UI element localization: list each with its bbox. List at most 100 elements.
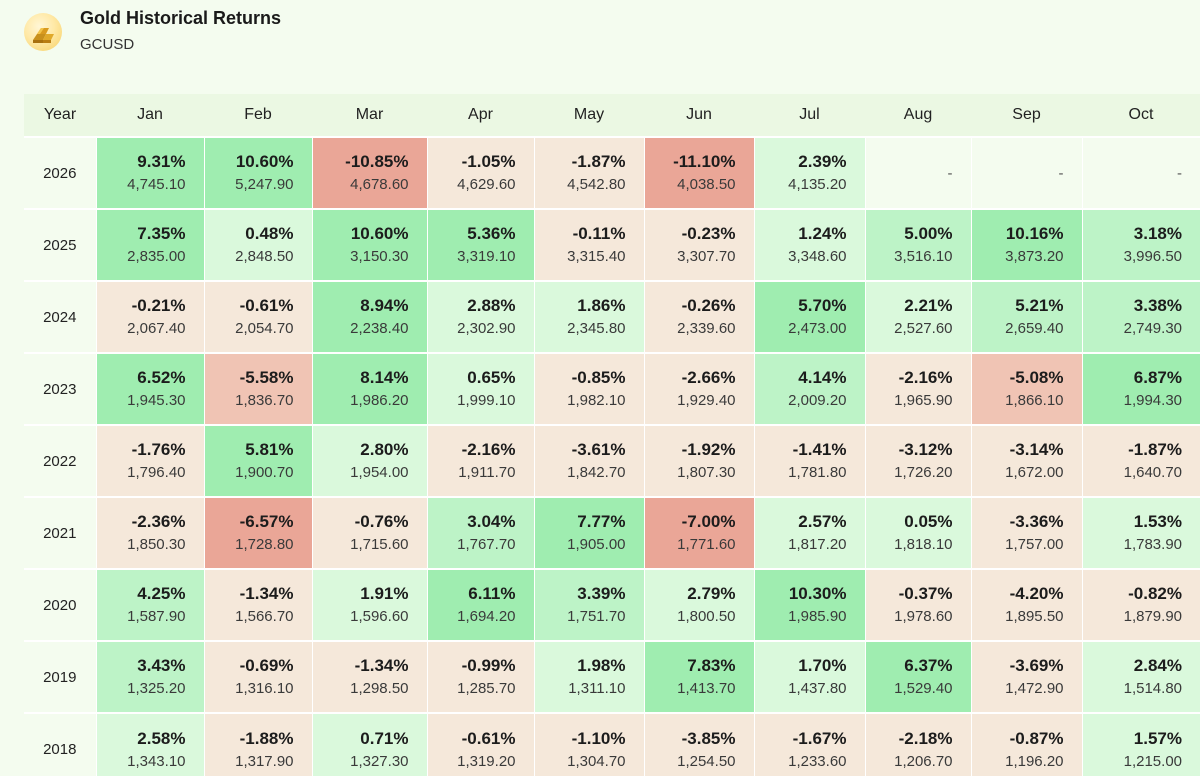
column-header-aug[interactable]: Aug <box>903 106 933 123</box>
return-cell[interactable]: 3.43% 1,325.20 <box>95 640 204 713</box>
return-cell[interactable]: 0.05% 1,818.10 <box>864 496 971 569</box>
column-header-jul[interactable]: Jul <box>799 106 820 123</box>
return-cell[interactable]: 8.14% 1,986.20 <box>311 352 427 425</box>
return-cell[interactable]: -0.85% 1,982.10 <box>533 352 644 425</box>
return-cell[interactable]: -3.12% 1,726.20 <box>864 424 971 497</box>
return-cell[interactable]: 5.36% 3,319.10 <box>426 208 534 281</box>
return-cell[interactable]: -7.00% 1,771.60 <box>643 496 754 569</box>
return-cell[interactable]: -1.34% 1,566.70 <box>203 568 312 641</box>
return-cell[interactable]: 0.71% 1,327.30 <box>311 712 427 776</box>
column-header-may[interactable]: May <box>573 106 605 123</box>
return-cell[interactable]: 10.30% 1,985.90 <box>753 568 865 641</box>
return-cell[interactable]: 1.53% 1,783.90 <box>1081 496 1200 569</box>
return-cell[interactable]: -4.20% 1,895.50 <box>970 568 1082 641</box>
return-cell[interactable]: -6.57% 1,728.80 <box>203 496 312 569</box>
return-cell[interactable]: 1.70% 1,437.80 <box>753 640 865 713</box>
return-cell[interactable]: 3.38% 2,749.30 <box>1081 280 1200 353</box>
column-header-mar[interactable]: Mar <box>355 106 384 123</box>
return-cell[interactable]: 3.39% 1,751.70 <box>533 568 644 641</box>
return-cell[interactable]: 2.88% 2,302.90 <box>426 280 534 353</box>
return-cell[interactable]: 10.60% 5,247.90 <box>203 136 312 209</box>
return-cell[interactable]: -3.14% 1,672.00 <box>970 424 1082 497</box>
column-header-jan[interactable]: Jan <box>137 106 163 123</box>
return-cell[interactable]: -1.76% 1,796.40 <box>95 424 204 497</box>
return-cell[interactable]: 8.94% 2,238.40 <box>311 280 427 353</box>
return-cell[interactable]: 7.77% 1,905.00 <box>533 496 644 569</box>
return-cell[interactable]: -1.88% 1,317.90 <box>203 712 312 776</box>
column-header-feb[interactable]: Feb <box>244 106 272 123</box>
return-cell[interactable]: -0.11% 3,315.40 <box>533 208 644 281</box>
return-cell[interactable]: -3.61% 1,842.70 <box>533 424 644 497</box>
return-cell[interactable]: 0.65% 1,999.10 <box>426 352 534 425</box>
return-cell[interactable]: -1.34% 1,298.50 <box>311 640 427 713</box>
column-header-apr[interactable]: Apr <box>468 106 493 123</box>
return-cell[interactable]: -0.76% 1,715.60 <box>311 496 427 569</box>
return-cell[interactable]: 5.00% 3,516.10 <box>864 208 971 281</box>
column-header-year[interactable]: Year <box>43 106 77 123</box>
column-header-jun[interactable]: Jun <box>686 106 712 123</box>
return-cell[interactable]: 1.24% 3,348.60 <box>753 208 865 281</box>
return-cell[interactable]: -0.37% 1,978.60 <box>864 568 971 641</box>
return-cell[interactable]: 2.39% 4,135.20 <box>753 136 865 209</box>
return-cell[interactable]: -11.10% 4,038.50 <box>643 136 754 209</box>
return-cell[interactable]: 5.81% 1,900.70 <box>203 424 312 497</box>
return-cell[interactable]: -1.92% 1,807.30 <box>643 424 754 497</box>
return-cell[interactable]: 4.25% 1,587.90 <box>95 568 204 641</box>
return-cell[interactable]: 5.70% 2,473.00 <box>753 280 865 353</box>
return-cell[interactable]: -2.18% 1,206.70 <box>864 712 971 776</box>
return-cell[interactable]: 6.11% 1,694.20 <box>426 568 534 641</box>
return-cell[interactable]: 5.21% 2,659.40 <box>970 280 1082 353</box>
return-cell[interactable]: - <box>1081 136 1200 209</box>
return-cell[interactable]: -1.05% 4,629.60 <box>426 136 534 209</box>
return-cell[interactable]: -0.69% 1,316.10 <box>203 640 312 713</box>
return-cell[interactable]: -2.16% 1,911.70 <box>426 424 534 497</box>
return-cell[interactable]: 1.98% 1,311.10 <box>533 640 644 713</box>
return-cell[interactable]: -0.26% 2,339.60 <box>643 280 754 353</box>
return-cell[interactable]: 3.18% 3,996.50 <box>1081 208 1200 281</box>
return-cell[interactable]: 6.87% 1,994.30 <box>1081 352 1200 425</box>
return-cell[interactable]: -1.41% 1,781.80 <box>753 424 865 497</box>
return-cell[interactable]: 1.86% 2,345.80 <box>533 280 644 353</box>
return-cell[interactable]: -3.69% 1,472.90 <box>970 640 1082 713</box>
return-cell[interactable]: 7.35% 2,835.00 <box>95 208 204 281</box>
return-cell[interactable]: -0.21% 2,067.40 <box>95 280 204 353</box>
return-cell[interactable]: -5.58% 1,836.70 <box>203 352 312 425</box>
return-cell[interactable]: 1.91% 1,596.60 <box>311 568 427 641</box>
return-cell[interactable]: 2.79% 1,800.50 <box>643 568 754 641</box>
return-cell[interactable]: 6.37% 1,529.40 <box>864 640 971 713</box>
return-cell[interactable]: 2.84% 1,514.80 <box>1081 640 1200 713</box>
return-cell[interactable]: -0.99% 1,285.70 <box>426 640 534 713</box>
return-cell[interactable]: 2.58% 1,343.10 <box>95 712 204 776</box>
return-cell[interactable]: -2.66% 1,929.40 <box>643 352 754 425</box>
return-cell[interactable]: 10.16% 3,873.20 <box>970 208 1082 281</box>
column-header-sep[interactable]: Sep <box>1012 106 1041 123</box>
return-cell[interactable]: 3.04% 1,767.70 <box>426 496 534 569</box>
return-cell[interactable]: -0.61% 2,054.70 <box>203 280 312 353</box>
return-cell[interactable]: -10.85% 4,678.60 <box>311 136 427 209</box>
return-cell[interactable]: 10.60% 3,150.30 <box>311 208 427 281</box>
return-cell[interactable]: 1.57% 1,215.00 <box>1081 712 1200 776</box>
return-cell[interactable]: -2.16% 1,965.90 <box>864 352 971 425</box>
return-cell[interactable]: 0.48% 2,848.50 <box>203 208 312 281</box>
return-cell[interactable]: 9.31% 4,745.10 <box>95 136 204 209</box>
return-cell[interactable]: -0.82% 1,879.90 <box>1081 568 1200 641</box>
return-cell[interactable]: -1.67% 1,233.60 <box>753 712 865 776</box>
return-cell[interactable]: -0.87% 1,196.20 <box>970 712 1082 776</box>
return-cell[interactable]: -1.10% 1,304.70 <box>533 712 644 776</box>
return-cell[interactable]: -1.87% 4,542.80 <box>533 136 644 209</box>
return-cell[interactable]: - <box>970 136 1082 209</box>
column-header-oct[interactable]: Oct <box>1128 106 1154 123</box>
return-cell[interactable]: -2.36% 1,850.30 <box>95 496 204 569</box>
return-cell[interactable]: 7.83% 1,413.70 <box>643 640 754 713</box>
return-cell[interactable]: 4.14% 2,009.20 <box>753 352 865 425</box>
return-cell[interactable]: 2.21% 2,527.60 <box>864 280 971 353</box>
return-cell[interactable]: -0.61% 1,319.20 <box>426 712 534 776</box>
return-cell[interactable]: 2.80% 1,954.00 <box>311 424 427 497</box>
return-cell[interactable]: -1.87% 1,640.70 <box>1081 424 1200 497</box>
return-cell[interactable]: -0.23% 3,307.70 <box>643 208 754 281</box>
return-cell[interactable]: 2.57% 1,817.20 <box>753 496 865 569</box>
return-cell[interactable]: - <box>864 136 971 209</box>
return-cell[interactable]: -3.36% 1,757.00 <box>970 496 1082 569</box>
return-cell[interactable]: 6.52% 1,945.30 <box>95 352 204 425</box>
return-cell[interactable]: -3.85% 1,254.50 <box>643 712 754 776</box>
